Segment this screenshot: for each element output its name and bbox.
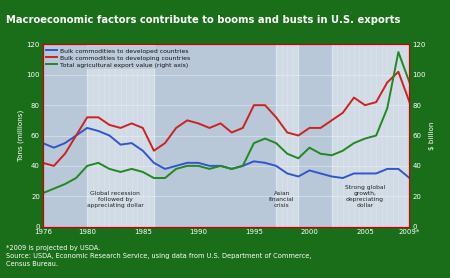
Text: Asian
financial
crisis: Asian financial crisis (269, 191, 294, 208)
Text: Macroeconomic factors contribute to booms and busts in U.S. exports: Macroeconomic factors contribute to boom… (6, 14, 400, 24)
Bar (276, 44, 298, 227)
Bar (332, 44, 410, 227)
Bar (87, 44, 154, 227)
Legend: Bulk commodities to developed countries, Bulk commodities to developing countrie: Bulk commodities to developed countries,… (45, 46, 192, 70)
Text: *2009 is projected by USDA.
Source: USDA, Economic Research Service, using data : *2009 is projected by USDA. Source: USDA… (6, 245, 311, 267)
Y-axis label: Tons (millions): Tons (millions) (17, 110, 24, 161)
Y-axis label: $ billion: $ billion (428, 121, 435, 150)
Text: Strong global
growth,
depreciating
dollar: Strong global growth, depreciating dolla… (345, 185, 385, 208)
Text: Global recession
followed by
appreciating dollar: Global recession followed by appreciatin… (86, 191, 144, 208)
